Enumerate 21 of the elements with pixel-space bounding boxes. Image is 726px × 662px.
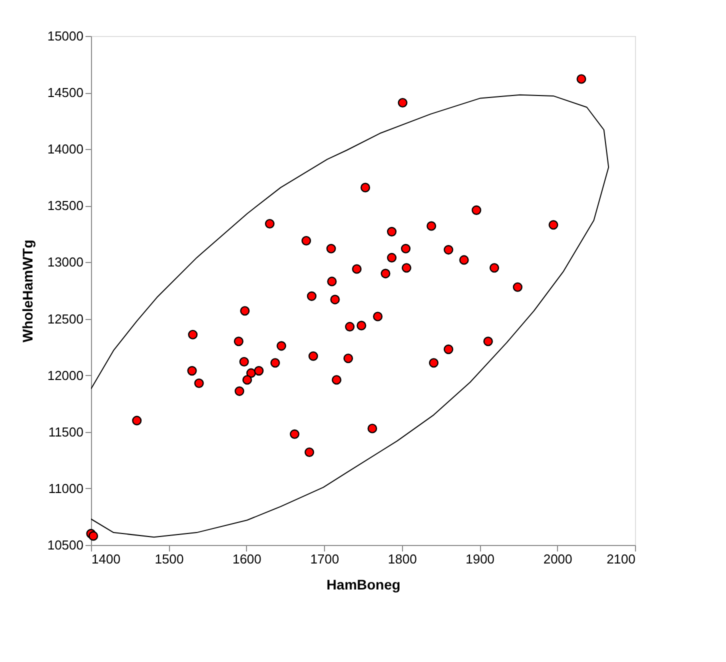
x-tick-label: 2000 — [543, 552, 572, 566]
y-tick-label: 12000 — [47, 368, 84, 383]
x-tick-label: 1900 — [466, 552, 495, 566]
y-axis-title: WholeHamWTg — [19, 240, 36, 342]
x-tick-label: 1500 — [154, 552, 184, 566]
x-axis-title: HamBoneg — [326, 576, 400, 592]
y-tick-label: 11500 — [48, 424, 84, 440]
x-tick-label: 1800 — [388, 552, 417, 566]
x-tick-label: 1600 — [232, 552, 262, 566]
y-tick-label: 10500 — [47, 538, 84, 552]
line-series — [91, 94, 610, 538]
x-tick-label: 1400 — [92, 552, 120, 566]
y-tick-label: 13000 — [47, 254, 84, 270]
y-tick-label: 14000 — [47, 142, 84, 157]
x-tick-label: 1700 — [310, 552, 340, 566]
y-tick-label: 12500 — [47, 311, 84, 326]
y-tick-label: 14500 — [47, 85, 84, 100]
x-tick-label: 2100 — [606, 552, 636, 566]
y-tick-label: 15000 — [47, 28, 84, 44]
y-tick-label: 11000 — [48, 480, 84, 496]
y-tick-label: 13500 — [47, 198, 84, 214]
